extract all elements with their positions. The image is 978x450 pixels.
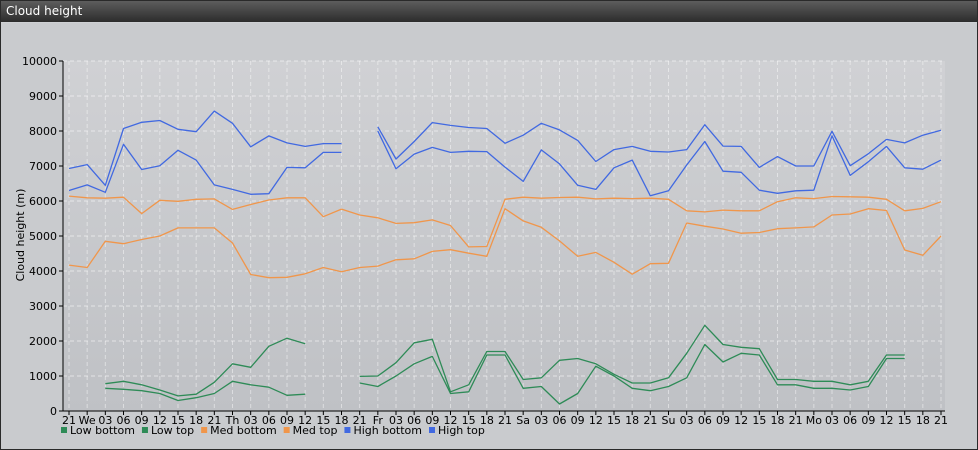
x-tick-label: 09 xyxy=(716,414,730,427)
x-tick-label: 18 xyxy=(625,414,639,427)
x-tick-label: 03 xyxy=(825,414,839,427)
x-tick-label: 15 xyxy=(752,414,766,427)
x-tick-label: 06 xyxy=(553,414,567,427)
series-line-low-top xyxy=(359,324,905,393)
legend-swatch xyxy=(141,427,148,433)
legend-label: Low bottom xyxy=(70,424,135,437)
x-tick-label: 09 xyxy=(425,414,439,427)
y-axis-label: Cloud height (m) xyxy=(14,189,27,282)
series-line-high-bottom xyxy=(68,143,342,195)
y-tick-label: 4000 xyxy=(29,265,57,278)
x-tick-label: 12 xyxy=(734,414,748,427)
x-tick-label: 18 xyxy=(189,414,203,427)
y-tick-label: 0 xyxy=(50,405,57,418)
x-tick-label: 18 xyxy=(480,414,494,427)
x-tick-label: 06 xyxy=(843,414,857,427)
x-tick-label: 15 xyxy=(316,414,330,427)
legend-item[interactable]: Low top xyxy=(141,424,194,437)
x-tick-label: 15 xyxy=(898,414,912,427)
x-tick-label: 06 xyxy=(698,414,712,427)
x-tick-label: 21 xyxy=(498,414,512,427)
window-title: Cloud height xyxy=(1,1,977,22)
legend-item[interactable]: High top xyxy=(429,424,485,437)
y-tick-label: 7000 xyxy=(29,160,57,173)
x-tick-label: 15 xyxy=(171,414,185,427)
x-tick-label: 03 xyxy=(680,414,694,427)
y-tick-label: 6000 xyxy=(29,195,57,208)
x-tick-label: 21 xyxy=(934,414,948,427)
x-tick-label: 12 xyxy=(880,414,894,427)
series-line-high-bottom xyxy=(377,130,942,197)
x-tick-label: 09 xyxy=(571,414,585,427)
x-tick-label: 21 xyxy=(207,414,221,427)
y-tick-label: 9000 xyxy=(29,90,57,103)
x-tick-label: 18 xyxy=(335,414,349,427)
y-tick-label: 10000 xyxy=(22,55,57,68)
x-tick-label: 06 xyxy=(407,414,421,427)
series-med-top xyxy=(68,195,942,248)
series-line-low-top xyxy=(105,337,306,397)
x-tick-label: Mo xyxy=(806,414,822,427)
x-tick-label: 21 xyxy=(62,414,76,427)
y-tick-label: 3000 xyxy=(29,300,57,313)
legend-swatch xyxy=(283,427,290,433)
legend-label: Med bottom xyxy=(210,424,277,437)
series-line-med-top xyxy=(68,195,942,248)
x-tick-label: 03 xyxy=(98,414,112,427)
x-tick-label: 09 xyxy=(861,414,875,427)
legend-label: Low top xyxy=(151,424,194,437)
x-tick-label: 03 xyxy=(244,414,258,427)
x-tick-label: Th xyxy=(225,414,240,427)
x-tick-label: Su xyxy=(662,414,676,427)
x-tick-label: 21 xyxy=(353,414,367,427)
cloud-height-chart: 0 1000 2000 3000 4000 5000 6000 7000 8000 9000 100… xyxy=(1,23,977,449)
y-tick-label: 1000 xyxy=(29,370,57,383)
series-line-high-top xyxy=(68,110,342,186)
x-tick-label: 12 xyxy=(589,414,603,427)
series-low-top xyxy=(105,324,905,397)
y-tick-label: 2000 xyxy=(29,335,57,348)
series-low-bottom xyxy=(105,343,905,405)
legend-swatch xyxy=(429,427,435,433)
series-high-bottom xyxy=(68,130,942,197)
x-tick-label: We xyxy=(79,414,96,427)
x-tick-label: 09 xyxy=(135,414,149,427)
x-tick-label: 21 xyxy=(643,414,657,427)
x-tick-label: 06 xyxy=(262,414,276,427)
legend-swatch xyxy=(201,427,208,433)
x-tick-label: 03 xyxy=(389,414,403,427)
x-tick-label: 06 xyxy=(117,414,131,427)
series-line-low-bottom xyxy=(359,343,905,405)
x-tick-label: 12 xyxy=(153,414,167,427)
series-line-low-bottom xyxy=(105,380,306,402)
legend-item[interactable]: Med top xyxy=(283,424,338,437)
series-high-top xyxy=(68,110,942,186)
x-tick-label: 15 xyxy=(462,414,476,427)
x-tick-label: Fr xyxy=(373,414,384,427)
series-line-high-top xyxy=(377,121,942,169)
x-tick-label: 09 xyxy=(280,414,294,427)
legend-swatch xyxy=(61,427,67,433)
legend-item[interactable]: High bottom xyxy=(344,424,422,437)
x-tick-label: 21 xyxy=(789,414,803,427)
legend-label: High bottom xyxy=(353,424,422,437)
legend-item[interactable]: Low bottom xyxy=(61,424,135,437)
x-tick-label: Sa xyxy=(516,414,530,427)
series-med-bottom xyxy=(68,208,942,279)
x-tick-label: 18 xyxy=(771,414,785,427)
x-tick-label: 03 xyxy=(534,414,548,427)
x-tick-label: 12 xyxy=(444,414,458,427)
y-tick-label: 5000 xyxy=(29,230,57,243)
x-tick-label: 12 xyxy=(298,414,312,427)
legend-label: High top xyxy=(438,424,485,437)
y-tick-label: 8000 xyxy=(29,125,57,138)
legend-swatch xyxy=(344,427,351,433)
x-tick-label: 18 xyxy=(916,414,930,427)
x-tick-label: 15 xyxy=(607,414,621,427)
series-line-med-bottom xyxy=(68,208,942,279)
legend-item[interactable]: Med bottom xyxy=(201,424,277,437)
legend-label: Med top xyxy=(293,424,338,437)
